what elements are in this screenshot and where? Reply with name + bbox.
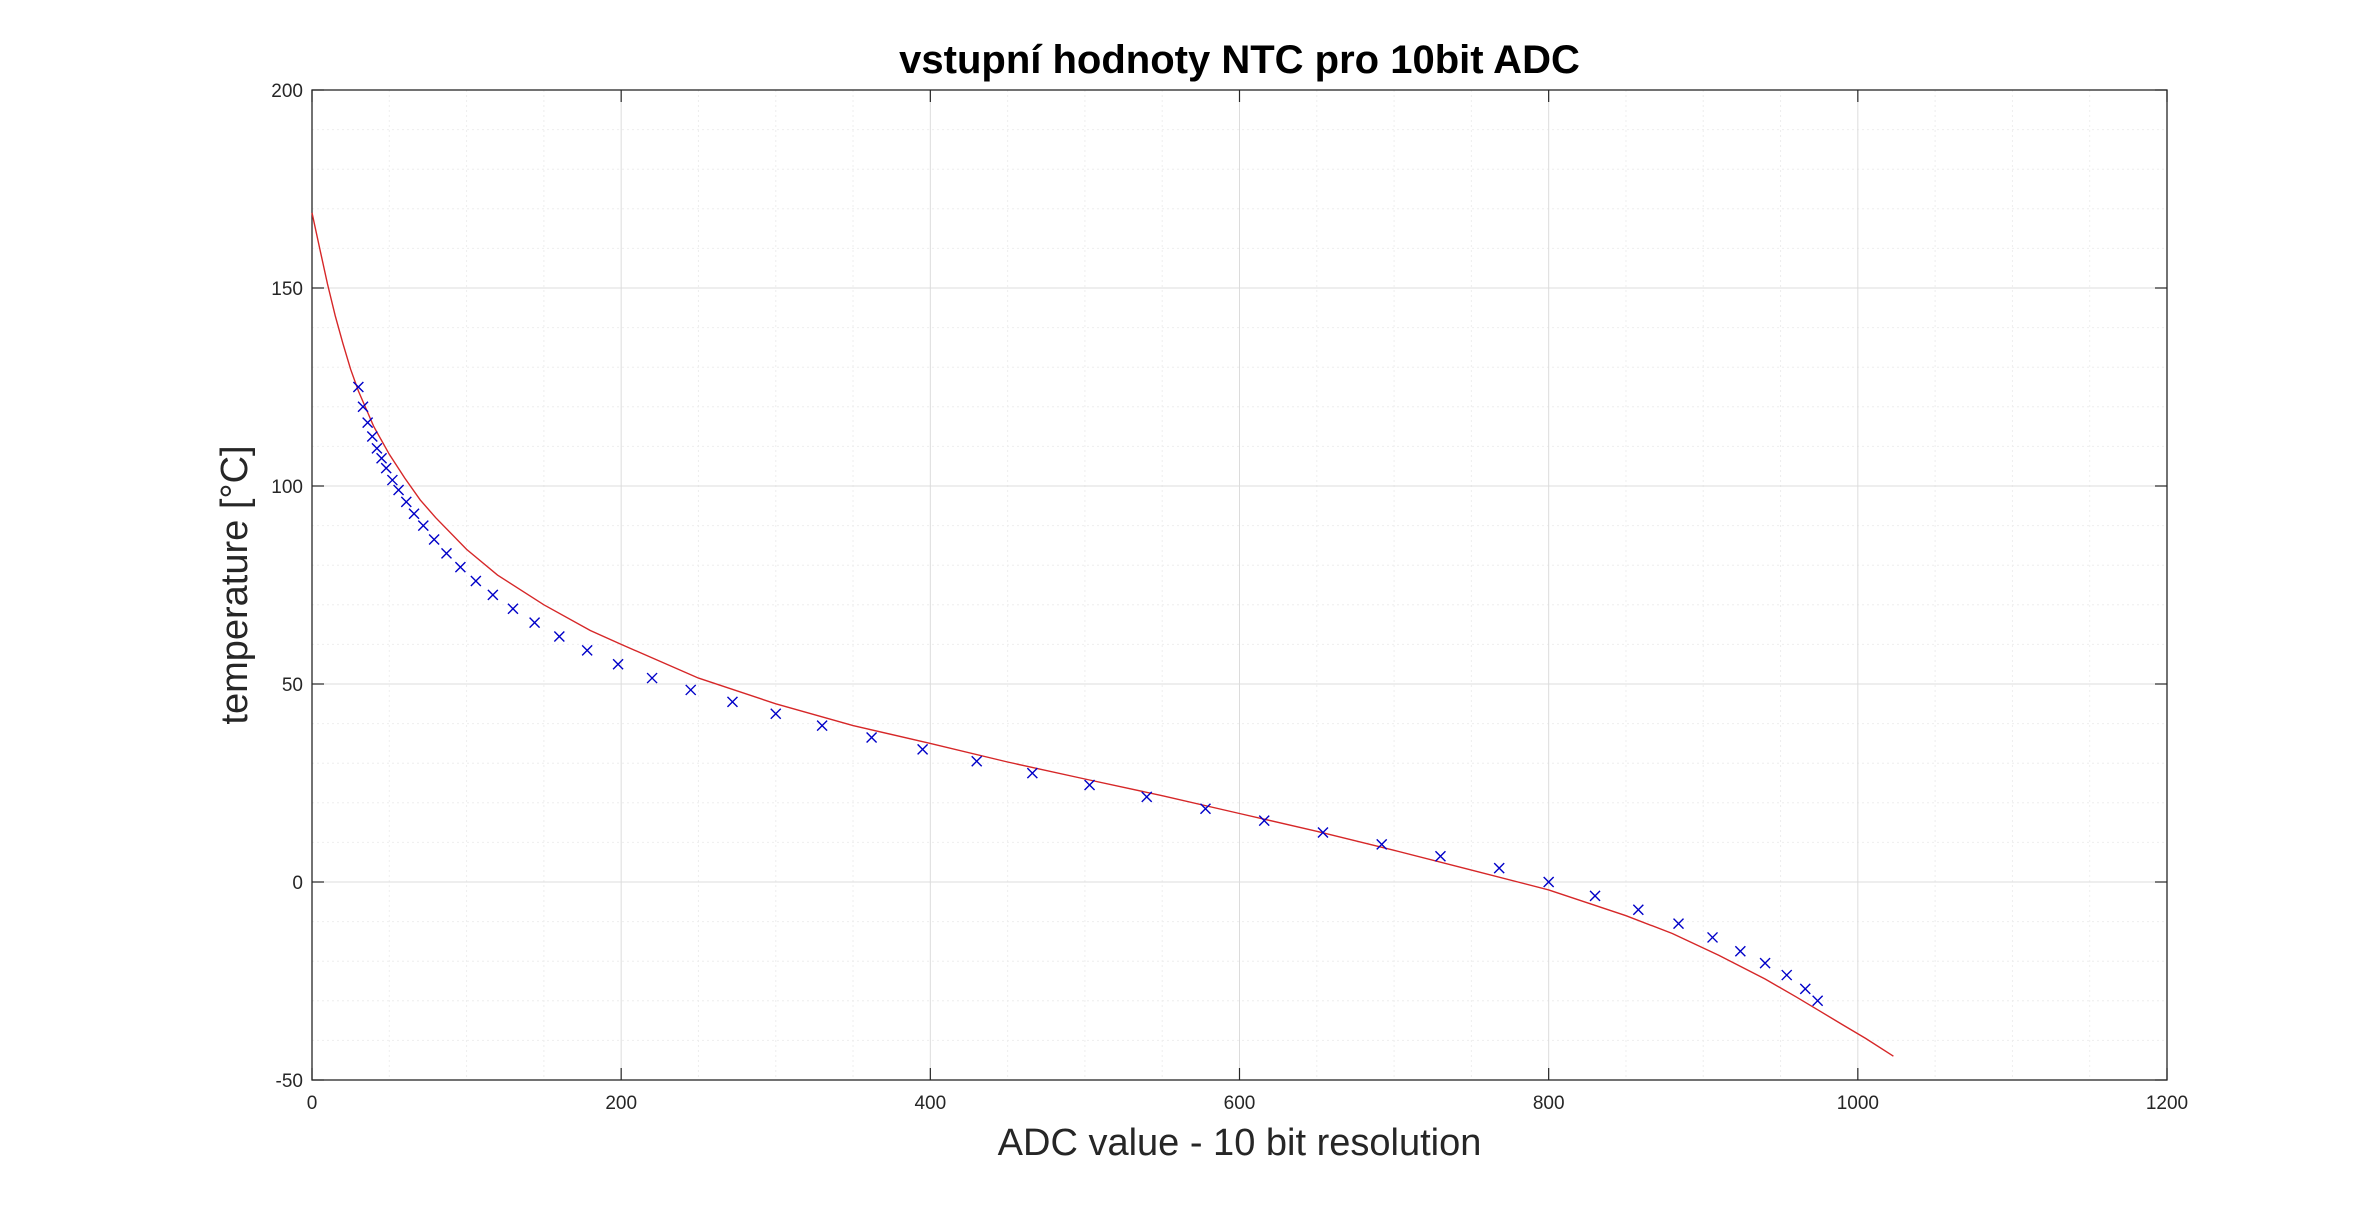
data-point-marker — [1026, 767, 1038, 779]
x-tick-label: 400 — [914, 1093, 946, 1114]
data-point-marker — [1199, 803, 1211, 815]
data-point-marker — [393, 484, 405, 496]
x-tick-label: 600 — [1224, 1093, 1256, 1114]
y-axis-label: temperature [°C] — [214, 445, 256, 724]
data-point-marker — [1707, 931, 1719, 943]
data-point-marker — [417, 520, 429, 532]
x-tick-label: 0 — [307, 1093, 318, 1114]
data-point-marker — [366, 431, 378, 442]
data-point-marker — [1734, 945, 1746, 957]
data-point-marker — [362, 417, 374, 429]
data-point-marker — [487, 589, 499, 601]
data-point-marker — [646, 672, 658, 684]
chart-title: vstupní hodnoty NTC pro 10bit ADC — [899, 38, 1580, 82]
data-point-marker — [553, 630, 565, 642]
data-point-marker — [816, 720, 828, 732]
data-point-marker — [386, 474, 398, 486]
data-point-marker — [971, 755, 983, 767]
data-point-marker — [371, 442, 383, 454]
grid — [311, 89, 2168, 1081]
data-point-marker — [581, 644, 593, 656]
data-point-marker — [1673, 918, 1685, 930]
data-point-marker — [1812, 995, 1824, 1007]
data-point-marker — [1258, 815, 1270, 827]
data-point-marker — [408, 508, 420, 520]
x-tick-label: 200 — [605, 1093, 637, 1114]
data-point-marker — [1589, 890, 1601, 902]
data-point-marker — [1317, 827, 1329, 838]
data-point-marker — [685, 684, 697, 696]
data-point-marker — [1434, 850, 1446, 862]
data-point-marker — [428, 533, 440, 545]
data-point-marker — [1141, 791, 1153, 803]
y-tick-label: -50 — [276, 1071, 303, 1092]
data-point-marker — [352, 381, 364, 393]
data-point-marker — [529, 617, 541, 629]
x-tick-label: 1200 — [2146, 1093, 2188, 1114]
data-point-marker — [507, 603, 519, 615]
y-tick-label: 0 — [292, 873, 303, 894]
x-axis-label: ADC value - 10 bit resolution — [998, 1122, 1482, 1164]
data-point-marker — [380, 462, 392, 474]
x-tick-label: 1000 — [1837, 1093, 1879, 1114]
data-point-marker — [1543, 876, 1555, 888]
data-point-marker — [470, 575, 482, 587]
data-point-marker — [726, 696, 738, 708]
y-tick-label: 50 — [282, 675, 303, 696]
y-tick-label: 150 — [271, 279, 303, 300]
data-point-marker — [1493, 862, 1505, 874]
data-point-marker — [376, 452, 388, 464]
data-point-marker — [1084, 779, 1096, 791]
data-point-marker — [770, 708, 782, 720]
data-layer — [311, 212, 1894, 1057]
data-point-marker — [454, 561, 466, 573]
data-point-marker — [866, 731, 878, 743]
data-point-marker — [400, 496, 412, 508]
data-point-marker — [1376, 838, 1388, 850]
data-point-marker — [1799, 983, 1811, 995]
data-point-marker — [1781, 969, 1793, 981]
x-tick-label: 800 — [1533, 1093, 1565, 1114]
data-point-marker — [440, 547, 452, 559]
data-point-marker — [357, 401, 369, 413]
y-tick-label: 200 — [271, 81, 303, 102]
data-point-marker — [917, 743, 929, 755]
y-tick-label: 100 — [271, 477, 303, 498]
data-point-marker — [612, 658, 624, 670]
data-point-marker — [1632, 904, 1644, 916]
series-fit-line — [311, 212, 1894, 1057]
data-point-marker — [1759, 957, 1771, 969]
